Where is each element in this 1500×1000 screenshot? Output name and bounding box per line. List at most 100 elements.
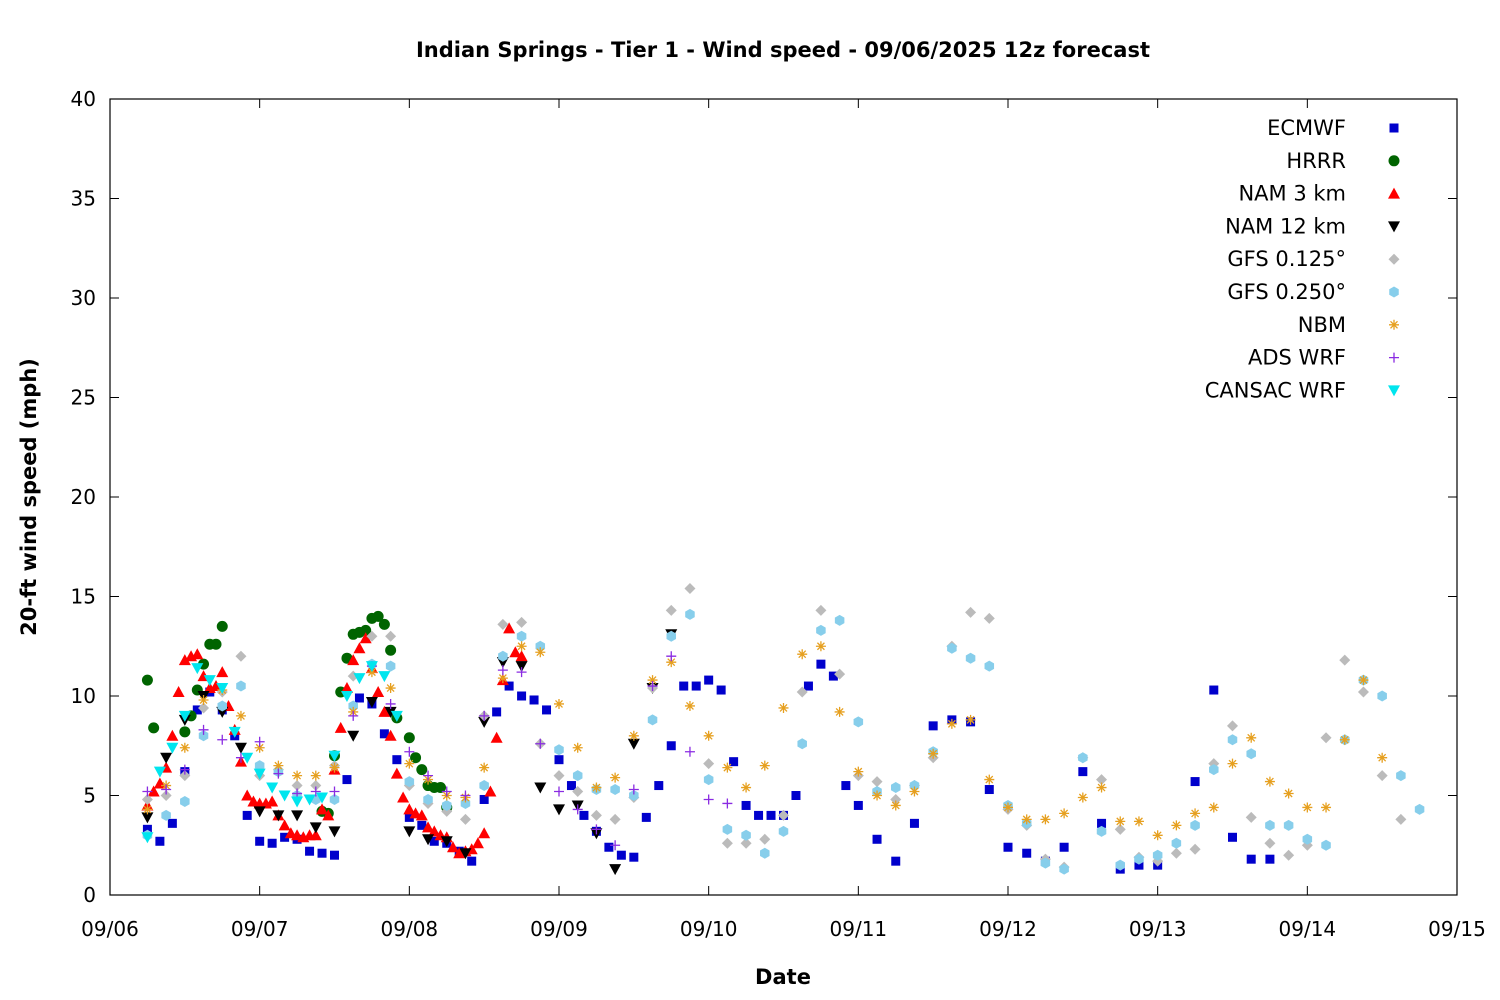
data-point [1245, 811, 1257, 823]
data-point [359, 632, 372, 644]
data-point [609, 864, 622, 876]
data-point [141, 674, 153, 686]
data-point [815, 641, 826, 652]
data-point [947, 642, 957, 654]
data-point [479, 710, 490, 721]
data-point [1133, 816, 1144, 827]
data-point [872, 834, 882, 844]
data-point [404, 812, 414, 822]
data-point [703, 794, 714, 805]
data-point [872, 790, 883, 801]
data-point [280, 832, 290, 842]
data-point [253, 806, 266, 818]
data-point [891, 856, 901, 866]
data-point [484, 785, 497, 797]
x-tick-label: 09/07 [231, 917, 289, 941]
data-point [516, 667, 527, 678]
data-point [278, 819, 291, 831]
data-point [266, 795, 279, 807]
data-point [390, 710, 403, 722]
data-point [516, 616, 528, 628]
data-point [1096, 825, 1107, 837]
data-point [828, 671, 838, 681]
data-point [1096, 782, 1107, 793]
data-point [309, 829, 322, 841]
data-points [141, 583, 1425, 876]
data-point [1396, 770, 1406, 782]
data-point [354, 693, 364, 703]
data-point [379, 729, 389, 739]
data-point [328, 750, 341, 762]
data-point [310, 780, 322, 792]
series-nbm [142, 641, 1388, 841]
data-point [160, 790, 172, 801]
x-tick-label: 09/08 [381, 917, 439, 941]
data-point [616, 850, 626, 860]
data-point [353, 642, 366, 654]
data-point [292, 770, 303, 781]
data-point [253, 768, 266, 780]
x-tick-label: 09/12 [979, 917, 1037, 941]
data-point [340, 691, 353, 702]
x-tick-label: 09/14 [1279, 917, 1337, 941]
data-point [647, 714, 658, 726]
data-point [309, 822, 322, 834]
data-point [147, 785, 160, 797]
data-point [180, 795, 190, 807]
data-point [330, 850, 339, 860]
data-point [378, 618, 390, 630]
data-point [242, 810, 252, 820]
data-point [1190, 808, 1201, 819]
data-point [498, 650, 508, 662]
data-point [890, 800, 901, 811]
data-point [155, 836, 165, 846]
data-point [1339, 734, 1350, 745]
data-point [1358, 675, 1369, 686]
data-point [329, 762, 340, 773]
data-point [554, 744, 564, 756]
data-point [322, 809, 335, 821]
data-point [579, 810, 589, 820]
data-point [360, 624, 372, 636]
data-point [141, 812, 154, 824]
data-point [161, 809, 171, 821]
data-point [853, 766, 864, 777]
x-tick-label: 09/10 [680, 917, 738, 941]
data-point [1264, 776, 1275, 787]
data-point [340, 682, 353, 694]
data-point [497, 618, 509, 630]
x-tick-label: 09/06 [81, 917, 139, 941]
data-point [273, 760, 284, 771]
data-point [216, 666, 229, 678]
data-point [153, 766, 166, 778]
legend-label: NBM [1298, 313, 1346, 337]
y-tick-label: 25 [71, 386, 96, 410]
data-point [254, 760, 265, 772]
data-point [423, 793, 433, 805]
data-point [497, 673, 508, 684]
data-point [1096, 774, 1108, 786]
data-point [1077, 792, 1088, 803]
data-point [179, 764, 190, 775]
data-point [497, 665, 508, 676]
y-tick-label: 35 [71, 187, 96, 211]
data-point [467, 856, 477, 866]
data-point [198, 702, 210, 714]
data-point [1264, 837, 1276, 849]
data-point [729, 757, 739, 767]
y-tick-label: 20 [71, 485, 96, 509]
data-point [554, 698, 564, 709]
legend-marker [1388, 155, 1400, 167]
data-point [503, 622, 516, 634]
data-point [216, 620, 228, 632]
data-point [1228, 832, 1237, 842]
data-point [422, 821, 435, 833]
data-point [1003, 842, 1013, 852]
data-point [490, 731, 503, 743]
data-point [629, 852, 639, 862]
data-point [1283, 819, 1294, 831]
data-point [721, 837, 733, 849]
data-point [385, 698, 396, 709]
legend-marker [1388, 187, 1400, 199]
data-point [385, 644, 397, 656]
